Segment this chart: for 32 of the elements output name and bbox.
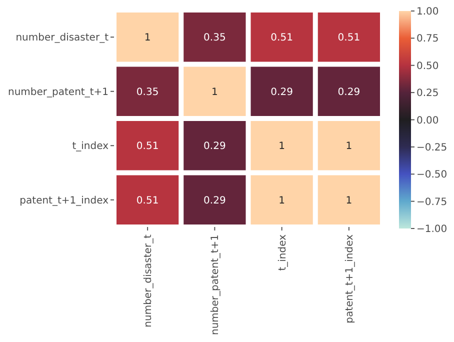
x-tick-label: number_patent_t+1 [210,234,222,335]
color-bar-label: −1.00 [416,224,448,235]
data-label: 1 [346,195,352,206]
color-bar-label: 0.00 [416,115,439,126]
color-bar-label: −0.75 [416,196,448,208]
color-bar-label: 0.50 [416,60,439,72]
data-label: 1 [278,195,285,206]
data-label: 1 [144,32,151,44]
color-bar-label: −0.25 [416,142,448,154]
color-bar-label: 1.00 [416,6,439,18]
data-label: 0.29 [338,86,360,98]
y-tick-label: number_disaster_t [16,32,109,44]
y-tick-label: number_patent_t+1 [8,86,108,98]
data-label: 0.35 [136,86,159,98]
data-label: 0.35 [204,32,226,44]
data-label: 1 [278,141,285,152]
color-bar-label: 0.25 [416,88,439,100]
data-label: 0.29 [204,195,226,206]
color-bar-label: −0.50 [416,170,448,181]
data-label: 0.29 [204,141,226,152]
data-label: 0.51 [136,141,159,152]
data-label: 1 [212,86,218,98]
data-label: 0.29 [270,86,293,98]
x-tick-label: t_index [277,234,288,271]
data-label: 0.51 [136,195,159,206]
color-bar-label: 0.75 [416,34,439,45]
y-tick-label: patent_t+1_index [20,195,109,206]
data-label: 0.51 [270,32,293,44]
data-label: 0.51 [338,32,360,44]
x-tick-label: patent_t+1_index [344,234,356,324]
data-label: 1 [346,141,352,152]
y-tick-label: t_index [72,141,109,152]
